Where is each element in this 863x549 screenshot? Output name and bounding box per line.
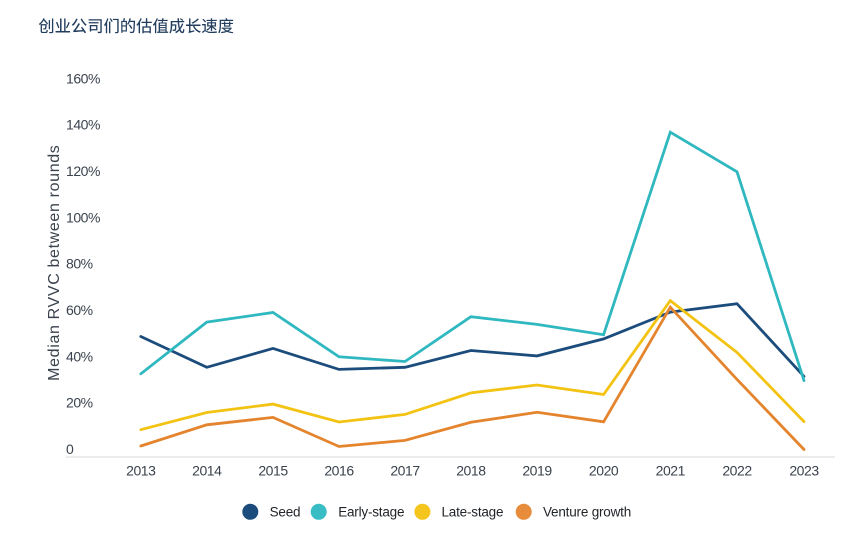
svg-text:Median RVVC between rounds: Median RVVC between rounds <box>46 145 63 381</box>
svg-text:2014: 2014 <box>192 462 222 478</box>
svg-text:2021: 2021 <box>656 462 686 478</box>
svg-text:2023: 2023 <box>789 462 819 478</box>
svg-text:140%: 140% <box>66 117 100 133</box>
svg-text:Early-stage: Early-stage <box>338 504 404 519</box>
svg-text:Venture growth: Venture growth <box>543 504 631 519</box>
svg-text:Seed: Seed <box>270 504 301 519</box>
svg-text:Late-stage: Late-stage <box>442 504 504 519</box>
svg-text:120%: 120% <box>66 163 100 179</box>
svg-text:2018: 2018 <box>456 462 486 478</box>
svg-text:40%: 40% <box>66 348 93 364</box>
svg-text:2015: 2015 <box>258 462 288 478</box>
svg-text:2020: 2020 <box>589 462 619 478</box>
svg-text:100%: 100% <box>66 209 100 225</box>
svg-text:2019: 2019 <box>522 462 552 478</box>
svg-text:160%: 160% <box>66 70 100 86</box>
svg-text:2017: 2017 <box>390 462 420 478</box>
svg-text:20%: 20% <box>66 395 93 411</box>
svg-text:2013: 2013 <box>126 462 156 478</box>
svg-text:80%: 80% <box>66 256 93 272</box>
svg-text:0: 0 <box>66 441 74 457</box>
svg-text:2016: 2016 <box>324 462 354 478</box>
svg-text:60%: 60% <box>66 302 93 318</box>
svg-text:2022: 2022 <box>722 462 752 478</box>
